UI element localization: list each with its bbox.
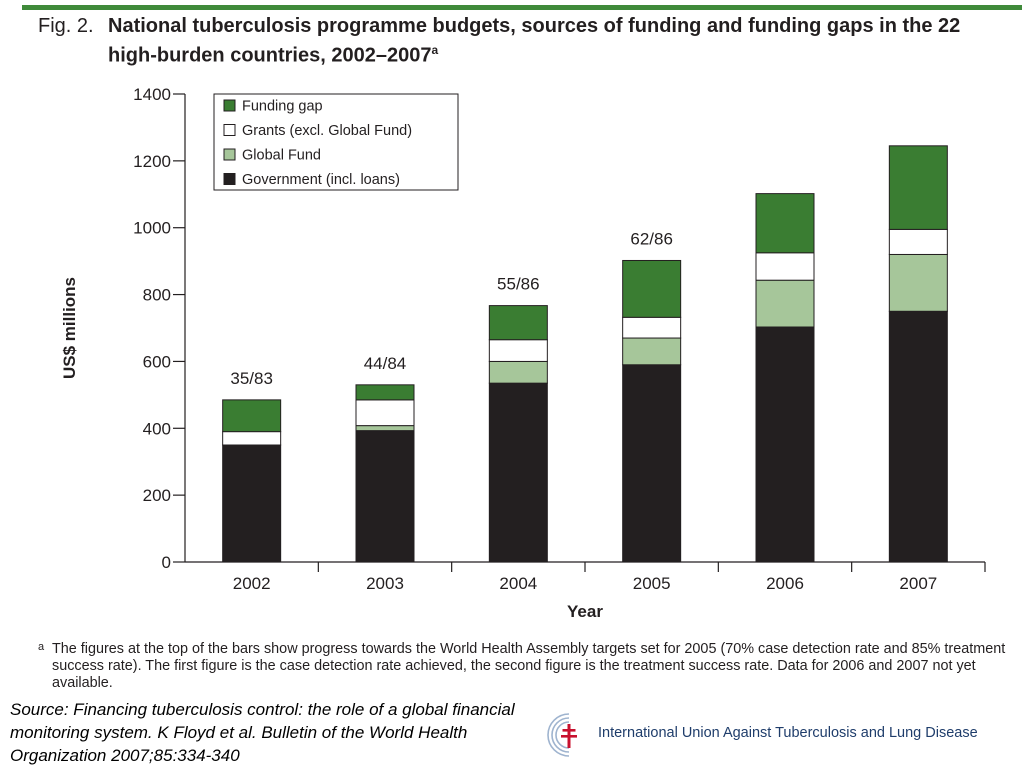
legend-swatch <box>223 124 236 136</box>
bar-segment-funding-gap <box>622 259 682 318</box>
bar-segment-global-fund <box>355 425 415 432</box>
legend-label: Global Fund <box>242 148 321 164</box>
figure-label: Fig. 2. <box>38 15 94 37</box>
bar-segment-funding-gap <box>222 399 282 433</box>
organization-name: International Union Against Tuberculosis… <box>598 725 978 741</box>
figure-title-mark: a <box>431 43 439 57</box>
bar-segment-grants-excl-global-fund <box>355 399 415 427</box>
y-tick-label: 800 <box>143 286 171 305</box>
bar-segment-grants-excl-global-fund <box>755 252 815 281</box>
bar-segment-grants-excl-global-fund <box>222 431 282 446</box>
y-tick-label: 1200 <box>133 152 171 171</box>
bar-segment-global-fund <box>622 337 682 366</box>
x-axis-label: Year <box>567 602 603 621</box>
y-tick-label: 0 <box>162 553 171 572</box>
bar-segment-funding-gap <box>888 145 948 230</box>
y-axis-label: US$ millions <box>60 277 79 379</box>
x-tick-label: 2004 <box>499 574 537 593</box>
bar-segment-global-fund <box>488 360 548 384</box>
bar-segment-grants-excl-global-fund <box>488 339 548 362</box>
y-tick-label: 600 <box>143 352 171 371</box>
legend-label: Grants (excl. Global Fund) <box>242 123 412 139</box>
y-tick-label: 1400 <box>133 85 171 104</box>
legend-swatch <box>223 148 236 161</box>
bar-segment-government-incl-loans <box>755 326 815 563</box>
chart-legend: Funding gap Grants (excl. Global Fund) Glo… <box>213 93 459 191</box>
chart-axes: 0 200 400 600 800 1000 1200 1400 US$ millions Yea… <box>60 85 986 621</box>
chart-bars: 35/83 44/84 55/86 62/86 <box>222 145 948 563</box>
bar-segment-government-incl-loans <box>222 444 282 563</box>
x-tick-label: 2002 <box>233 574 271 593</box>
bar-segment-government-incl-loans <box>622 364 682 563</box>
bar-segment-funding-gap <box>355 384 415 401</box>
bar-segment-funding-gap <box>755 193 815 254</box>
bar-top-label: 35/83 <box>230 369 273 388</box>
legend-swatch <box>223 99 236 112</box>
bar-segment-grants-excl-global-fund <box>622 316 682 339</box>
legend-swatch <box>223 173 236 185</box>
footnote-text: The figures at the top of the bars show … <box>52 641 1006 691</box>
bar-segment-funding-gap <box>488 305 548 341</box>
bar-segment-government-incl-loans <box>488 382 548 563</box>
bar-segment-global-fund <box>755 279 815 328</box>
footnote-mark: a <box>38 641 45 653</box>
y-tick-label: 400 <box>143 419 171 438</box>
y-tick-label: 1000 <box>133 219 171 238</box>
x-tick-label: 2005 <box>633 574 671 593</box>
bar-chart: 0 200 400 600 800 1000 1200 1400 US$ millions Yea… <box>60 85 986 621</box>
bar-segment-government-incl-loans <box>355 430 415 563</box>
bar-segment-global-fund <box>888 253 948 312</box>
bar-segment-grants-excl-global-fund <box>888 228 948 255</box>
bar-top-label: 44/84 <box>364 354 407 373</box>
x-tick-label: 2003 <box>366 574 404 593</box>
bar-top-label: 62/86 <box>630 229 673 248</box>
bar-segment-government-incl-loans <box>888 310 948 563</box>
x-tick-label: 2006 <box>766 574 804 593</box>
top-rule <box>22 5 1022 10</box>
legend-label: Government (incl. loans) <box>242 172 400 188</box>
source-citation: Source: Financing tuberculosis control: … <box>10 700 515 765</box>
figure-title-text: National tuberculosis programme budgets,… <box>108 15 961 67</box>
y-tick-label: 200 <box>143 486 171 505</box>
legend-box <box>213 93 459 191</box>
double-barred-cross-logo-icon <box>547 713 577 757</box>
bar-top-label: 55/86 <box>497 275 540 294</box>
x-tick-label: 2007 <box>899 574 937 593</box>
legend-label: Funding gap <box>242 99 323 115</box>
